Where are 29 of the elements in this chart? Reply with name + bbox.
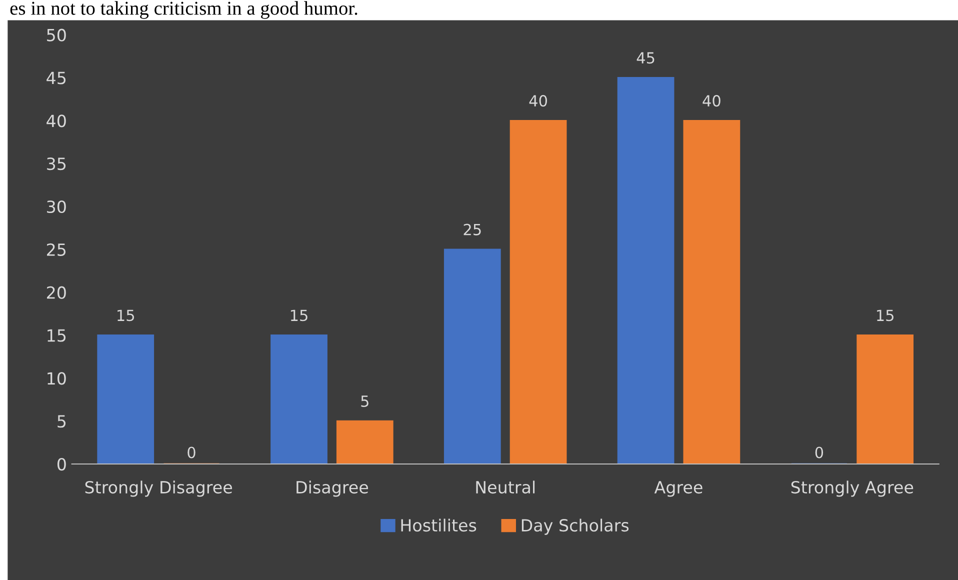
data-label: 15 <box>118 310 134 322</box>
y-tick-label: 30 <box>47 200 66 214</box>
data-label: 15 <box>877 310 894 322</box>
data-label: 40 <box>702 95 720 107</box>
y-tick-label: 50 <box>47 28 66 42</box>
legend-label: Day Scholars <box>522 518 629 535</box>
y-tick-label: 45 <box>46 72 66 84</box>
y-tick-label: 20 <box>47 286 66 299</box>
x-tick-label: Strongly Disagree <box>85 480 232 497</box>
data-label: 25 <box>464 224 481 236</box>
data-label: 5 <box>361 396 368 408</box>
x-tick-label: Disagree <box>296 480 368 497</box>
data-label: 40 <box>529 95 547 107</box>
y-tick-label: 40 <box>46 114 66 128</box>
y-tick-label: 15 <box>48 329 66 342</box>
x-tick-label: Agree <box>654 481 702 497</box>
data-label: 0 <box>188 446 196 458</box>
y-tick-label: 25 <box>47 243 66 256</box>
y-tick-label: 0 <box>57 458 66 471</box>
data-label: 15 <box>290 310 308 322</box>
data-label: 0 <box>815 446 824 458</box>
y-tick-label: 35 <box>47 158 66 170</box>
data-label: 45 <box>636 52 654 64</box>
x-tick-label: Strongly Agree <box>791 480 914 497</box>
text: es in not to taking criticism in a good humor. <box>10 1 358 19</box>
y-tick-label: 5 <box>58 415 66 428</box>
legend-label: Hostilites <box>401 518 476 532</box>
y-tick-label: 10 <box>48 372 66 385</box>
x-tick-label: Neutral <box>476 480 535 494</box>
